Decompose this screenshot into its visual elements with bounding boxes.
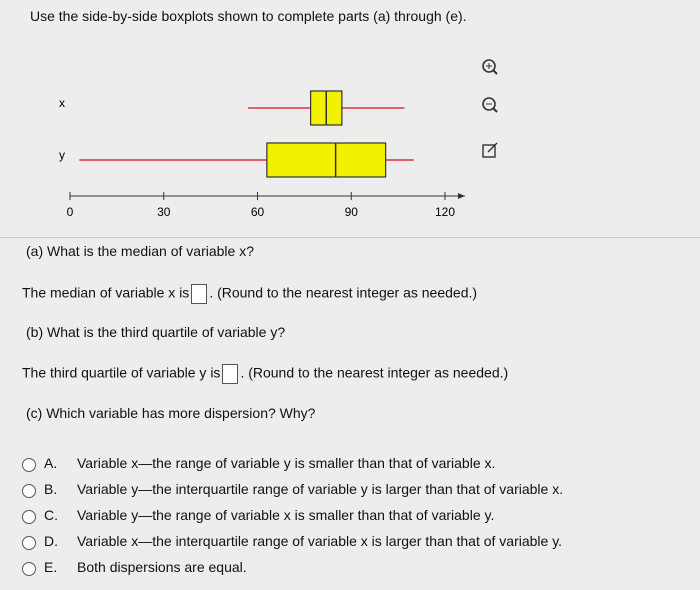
x-tick-label: 120 bbox=[435, 205, 455, 219]
chart: 0 30 60 90 120 x y bbox=[0, 59, 700, 238]
box bbox=[266, 142, 387, 178]
option-text: Variable y—the interquartile range of va… bbox=[77, 481, 564, 497]
answer-a-before: The median of variable x is bbox=[22, 284, 190, 301]
question-b: (b) What is the third quartile of variab… bbox=[26, 324, 286, 340]
question-c: (c) Which variable has more dispersion? … bbox=[26, 405, 316, 421]
option-letter: E. bbox=[44, 559, 58, 575]
option-text: Variable y—the range of variable x is sm… bbox=[77, 507, 495, 523]
answer-b-before: The third quartile of variable y is bbox=[22, 364, 221, 381]
open-window-icon[interactable] bbox=[482, 142, 498, 158]
series-label: y bbox=[59, 148, 65, 162]
radio[interactable] bbox=[22, 458, 36, 472]
option-text: Variable x—the range of variable y is sm… bbox=[77, 455, 496, 471]
axis-arrow bbox=[458, 193, 465, 199]
option-letter: A. bbox=[44, 455, 58, 471]
radio[interactable] bbox=[22, 484, 36, 498]
option-letter: B. bbox=[44, 481, 58, 497]
answer-b: The third quartile of variable y is . (Ro… bbox=[22, 364, 508, 384]
x-tick-label: 90 bbox=[345, 205, 359, 219]
answer-b-input[interactable] bbox=[222, 364, 239, 384]
answer-b-after: . (Round to the nearest integer as neede… bbox=[240, 364, 509, 381]
zoom-out-icon[interactable] bbox=[482, 97, 498, 113]
option-text: Both dispersions are equal. bbox=[77, 559, 247, 575]
answer-a: The median of variable x is . (Round to t… bbox=[22, 284, 477, 304]
option-letter: D. bbox=[44, 533, 58, 549]
series-label: x bbox=[59, 96, 65, 110]
instruction: Use the side-by-side boxplots shown to c… bbox=[30, 8, 467, 24]
option-text: Variable x—the interquartile range of va… bbox=[77, 533, 563, 549]
radio[interactable] bbox=[22, 510, 36, 524]
answer-a-after: . (Round to the nearest integer as neede… bbox=[209, 284, 478, 301]
x-tick-label: 60 bbox=[251, 205, 265, 219]
option-letter: C. bbox=[44, 507, 58, 523]
answer-a-input[interactable] bbox=[191, 284, 208, 304]
radio[interactable] bbox=[22, 536, 36, 550]
question-a: (a) What is the median of variable x? bbox=[26, 243, 254, 259]
x-tick-label: 30 bbox=[157, 205, 171, 219]
radio[interactable] bbox=[22, 562, 36, 576]
zoom-in-icon[interactable] bbox=[482, 59, 498, 75]
x-tick-label: 0 bbox=[67, 205, 74, 219]
